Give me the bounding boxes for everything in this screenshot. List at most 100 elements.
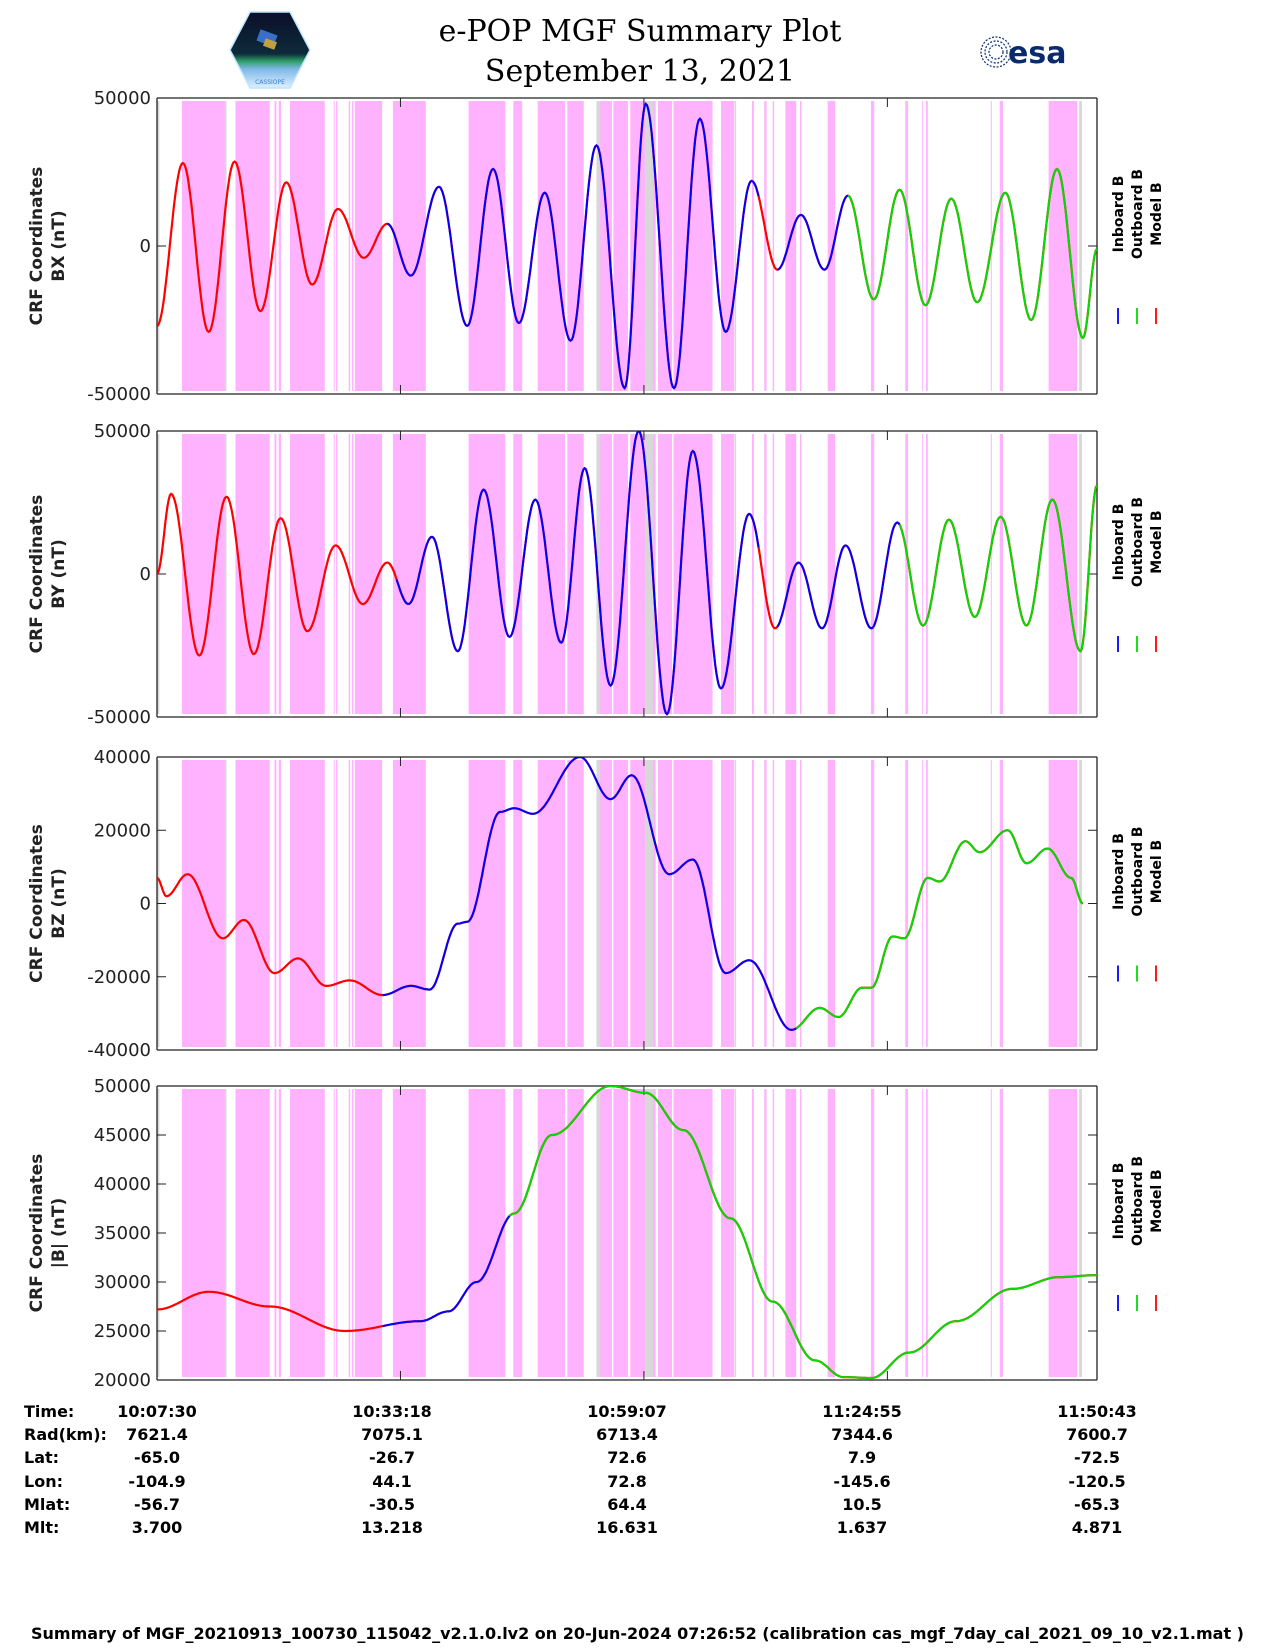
orbit-info-value: 10.5: [842, 1494, 882, 1514]
data-gap-band: [905, 434, 909, 714]
data-gap-band: [1048, 101, 1078, 391]
orbit-info-value: 10:07:30: [117, 1402, 197, 1421]
data-gap-band: [513, 1089, 523, 1377]
y-axis-label: CRF Coordinates: [27, 1154, 47, 1313]
data-gap-band: [537, 101, 565, 391]
orbit-info-label: Mlat:: [24, 1494, 71, 1514]
data-gap-band: [513, 760, 523, 1047]
legend-label: Model B: [1149, 510, 1165, 573]
data-gap-band: [799, 101, 802, 391]
data-gap-band: [785, 101, 797, 391]
y-axis-label: BX (nT): [49, 210, 69, 281]
orbit-info-value: 7344.6: [831, 1425, 893, 1445]
data-gap-band: [352, 101, 354, 391]
data-gap-band: [513, 434, 523, 714]
data-gap-band: [278, 1089, 282, 1377]
data-gap-band: [274, 101, 277, 391]
panel-3: 40000 20000 0 -20000 -40000 CRF Coordinates BZ…: [27, 747, 1165, 1061]
y-tick-label: 50000: [94, 88, 151, 109]
data-gap-band: [1048, 1089, 1078, 1377]
orbit-info-value: -30.5: [368, 1494, 416, 1514]
data-gap-band: [181, 101, 226, 391]
y-axis-label: CRF Coordinates: [27, 167, 47, 326]
y-tick-label: 45000: [94, 1125, 151, 1146]
data-gap-band: [752, 101, 754, 391]
inboard-b-line: [387, 102, 760, 390]
data-gap-band: [870, 434, 875, 714]
y-tick-label: 20000: [94, 820, 151, 841]
data-gap-band: [764, 1089, 767, 1377]
data-gap-band: [181, 434, 226, 714]
orbit-info-value: -56.7: [133, 1494, 181, 1514]
orbit-info-value: -26.7: [368, 1448, 416, 1468]
data-gap-band: [772, 434, 775, 714]
inboard-b-line: [382, 757, 797, 1031]
y-axis-label: |B| (nT): [49, 1198, 69, 1269]
y-tick-label: -20000: [87, 967, 151, 988]
y-tick-label: 50000: [94, 421, 151, 442]
y-axis-label: CRF Coordinates: [27, 495, 47, 654]
data-gap-band: [673, 1089, 713, 1377]
data-gap-band: [274, 1089, 277, 1377]
orbit-info-label: Mlt:: [24, 1518, 60, 1537]
y-tick-label: 35000: [94, 1223, 151, 1244]
series-group: [157, 102, 1097, 390]
data-gap-band: [235, 434, 270, 714]
gray-band: [224, 1089, 227, 1377]
y-tick-label: 40000: [94, 1174, 151, 1195]
outboard-b-line: [847, 167, 1097, 340]
data-gap-band: [352, 434, 354, 714]
y-tick-label: 0: [140, 564, 151, 585]
y-tick-label: -50000: [87, 384, 151, 405]
plot-date: September 13, 2021: [484, 54, 796, 89]
data-gap-band: [336, 101, 338, 391]
data-gap-band: [290, 760, 325, 1047]
y-tick-label: 25000: [94, 1321, 151, 1342]
orbit-info-label: Time:: [24, 1402, 75, 1421]
orbit-info-value: 10:59:07: [587, 1402, 667, 1421]
y-axis-label: CRF Coordinates: [27, 824, 47, 983]
gray-band: [644, 101, 654, 391]
orbit-info-value: 4.871: [1071, 1518, 1123, 1537]
data-gap-band: [764, 434, 767, 714]
data-gap-band: [922, 101, 924, 391]
data-gap-band: [922, 760, 924, 1047]
panel-2: 50000 0 -50000 CRF Coordinates BY (nT) Inboar…: [27, 421, 1165, 728]
legend-label: Outboard B: [1130, 497, 1146, 587]
orbit-info-row: Time: 10:07:30 10:33:18 10:59:07 11:24:55 11:…: [0, 1402, 1275, 1424]
data-gap-band: [354, 760, 383, 1047]
data-gap-band: [336, 1089, 338, 1377]
y-tick-label: 0: [140, 236, 151, 257]
orbit-info-value: 7.9: [847, 1448, 877, 1468]
gray-band: [734, 101, 737, 391]
summary-caption: Summary of MGF_20210913_100730_115042_v2…: [31, 1624, 1244, 1643]
data-gap-band: [333, 1089, 335, 1377]
orbit-info-value: 44.1: [372, 1471, 412, 1491]
gray-band: [1079, 760, 1082, 1047]
data-gap-band: [613, 1089, 628, 1377]
orbit-info-value: 72.8: [607, 1471, 647, 1491]
data-gap-band: [752, 760, 754, 1047]
orbit-info-value: 64.4: [607, 1494, 647, 1514]
gray-band: [1079, 101, 1082, 391]
data-gap-band: [1048, 760, 1078, 1047]
data-gap-band: [905, 1089, 909, 1377]
data-gap-band: [799, 1089, 802, 1377]
data-gap-band: [870, 1089, 875, 1377]
data-gap-band: [925, 434, 928, 714]
gray-band: [224, 434, 227, 714]
data-gap-band: [785, 760, 797, 1047]
data-gap-band: [392, 760, 426, 1047]
data-gap-band: [999, 1089, 1003, 1377]
data-gap-band: [235, 760, 270, 1047]
orbit-info-value: 7075.1: [361, 1425, 423, 1445]
y-tick-label: 0: [140, 894, 151, 915]
gray-band: [596, 1089, 601, 1377]
inboard-b-line: [776, 521, 901, 630]
data-gap-band: [870, 101, 875, 391]
gray-band: [1079, 1089, 1082, 1377]
data-gap-band: [799, 760, 802, 1047]
data-gap-band: [181, 1089, 226, 1377]
data-gap-band: [999, 434, 1003, 714]
data-gap-band: [333, 760, 335, 1047]
